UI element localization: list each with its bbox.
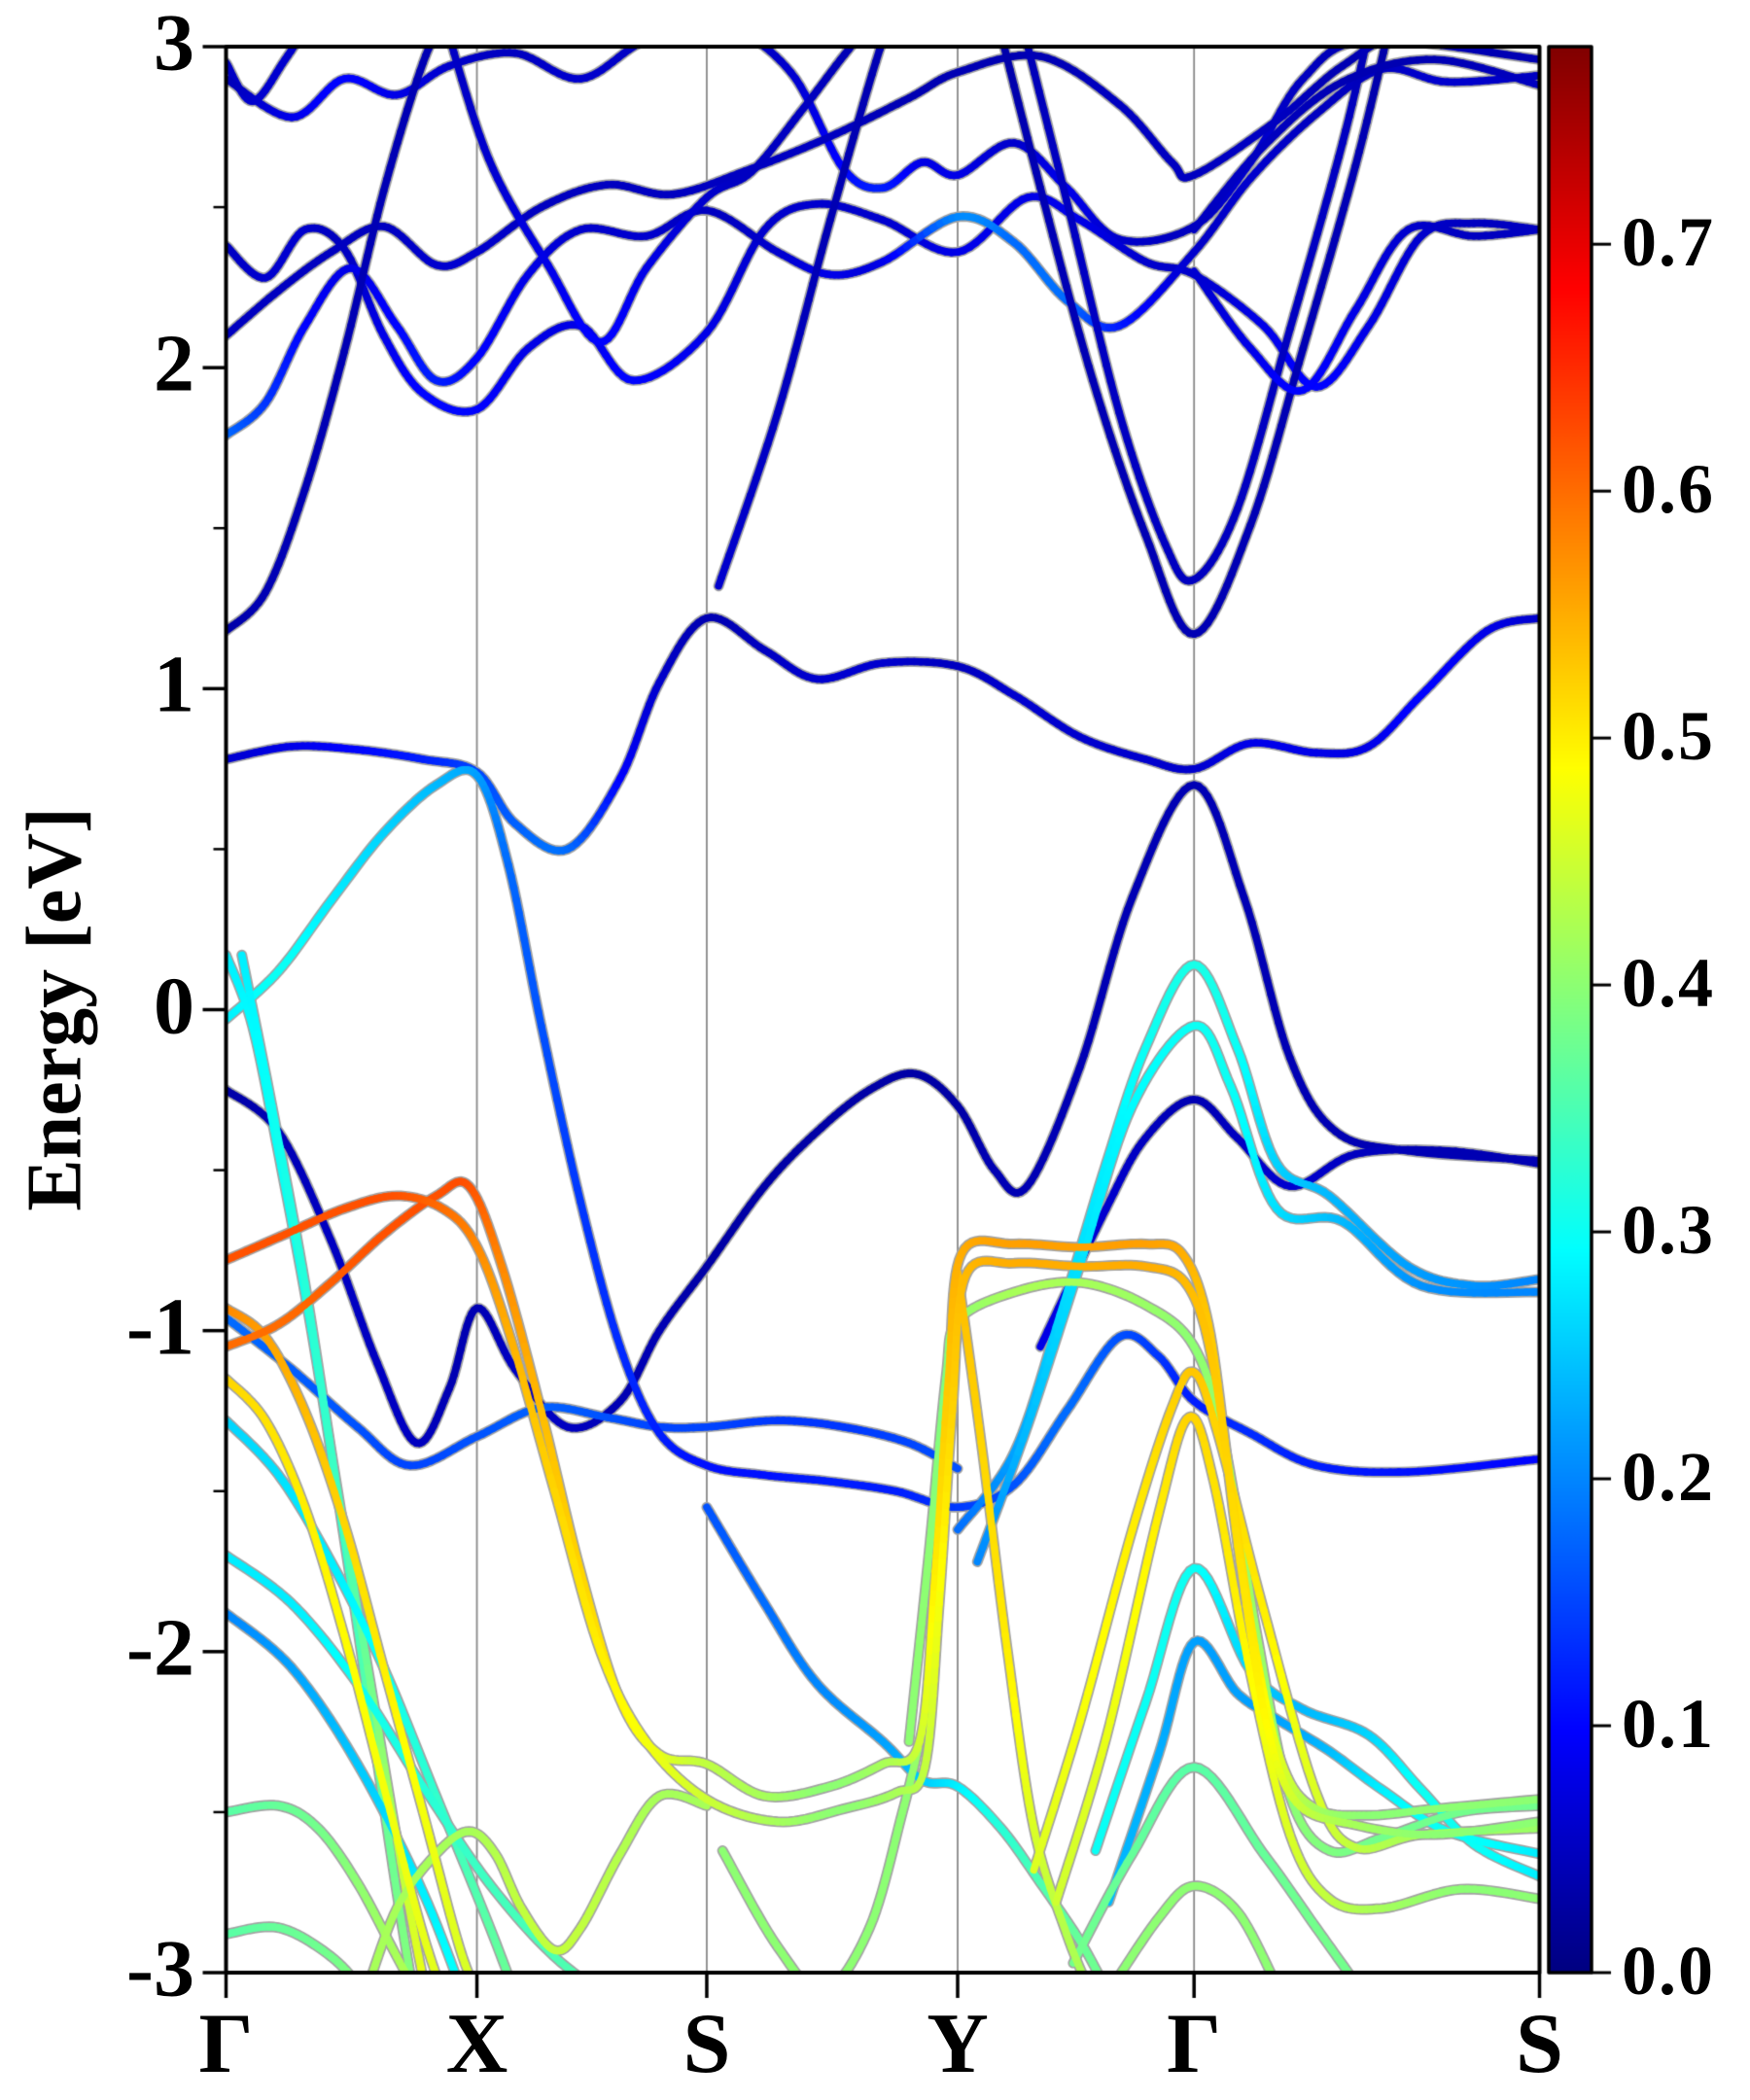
- y-tick-label: 0: [154, 961, 194, 1052]
- y-tick-label: 3: [154, 0, 194, 88]
- y-tick-label: -2: [126, 1602, 194, 1694]
- x-tick-label-S: S: [1516, 1997, 1563, 2091]
- colorbar-tick-label: 0.1: [1622, 1684, 1715, 1763]
- colorbar-tick-label: 0.5: [1622, 696, 1715, 775]
- colorbar-tick-label: 0.4: [1622, 943, 1715, 1022]
- colorbar-tick-label: 0.7: [1622, 203, 1715, 282]
- x-tick-label-Γ: Γ: [1167, 1997, 1222, 2091]
- y-tick-label: -3: [126, 1923, 194, 2014]
- colorbar-tick-label: 0.3: [1622, 1190, 1715, 1269]
- x-tick-label-S: S: [682, 1997, 731, 2091]
- y-axis-title: Energy [eV]: [12, 807, 98, 1211]
- x-tick-label-X: X: [445, 1997, 508, 2091]
- colorbar-tick-label: 0.6: [1622, 449, 1715, 528]
- y-tick-label: 2: [154, 318, 194, 409]
- y-tick-label: -1: [126, 1281, 194, 1373]
- colorbar-tick-label: 0.2: [1622, 1437, 1715, 1516]
- colorbar-tick-label: 0.0: [1622, 1931, 1715, 2010]
- x-tick-label-Y: Y: [927, 1997, 989, 2091]
- x-tick-label-Γ: Γ: [198, 1997, 254, 2091]
- y-tick-label: 1: [154, 639, 194, 730]
